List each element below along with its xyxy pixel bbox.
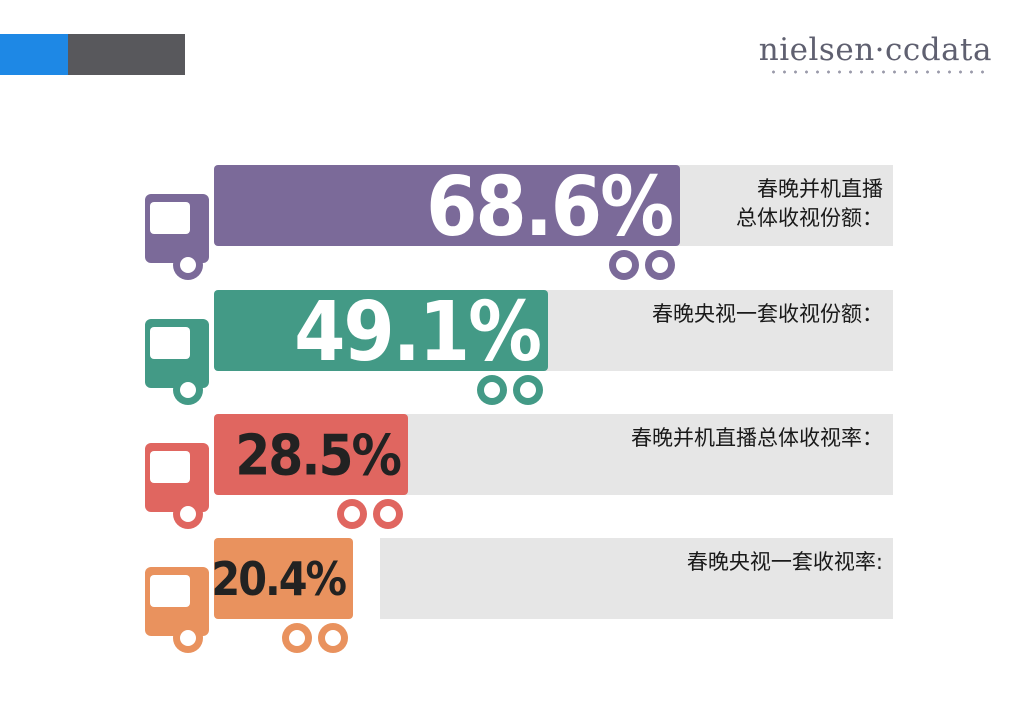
category-label: 春晚并机直播 (757, 177, 883, 201)
value-label: 49.1% (294, 285, 540, 380)
value-label: 20.4% (211, 552, 346, 606)
truck-row-3: 28.5% 春晚并机直播总体收视率： (145, 414, 893, 529)
truck-cab-window (150, 575, 190, 607)
truck-cab-window (150, 451, 190, 483)
truck-rear-wheel-1-hub (344, 506, 360, 522)
truck-cab-window (150, 327, 190, 359)
truck-front-wheel-hub (180, 382, 196, 398)
value-label: 68.6% (426, 160, 672, 255)
truck-rear-wheel-2-hub (380, 506, 396, 522)
truck-rear-wheel-2-hub (520, 382, 536, 398)
value-label: 28.5% (235, 424, 400, 489)
bar-track (380, 538, 893, 619)
truck-front-wheel-hub (180, 257, 196, 273)
bar (214, 165, 680, 246)
category-label: 总体收视份额： (736, 206, 883, 230)
truck-rear-wheel-1-hub (289, 630, 305, 646)
truck-rear-wheel-1-hub (616, 257, 632, 273)
bar (214, 290, 548, 371)
truck-rear-wheel-2-hub (652, 257, 668, 273)
bar-track (380, 414, 893, 495)
truck-cab-window (150, 202, 190, 234)
bar (214, 414, 408, 495)
truck-rear-wheel-2-hub (325, 630, 341, 646)
nielsen-ccdata-logo: nielsen·ccdata (758, 32, 1000, 80)
logo-wordmark: nielsen·ccdata (758, 32, 992, 68)
header-accent-gray-bar (68, 34, 185, 75)
truck-front-wheel-hub (180, 506, 196, 522)
truck-rear-wheel-1-hub (484, 382, 500, 398)
header-accent-blue-bar (0, 34, 68, 75)
truck-row-2: 49.1% 春晚央视一套收视份额： (145, 285, 893, 405)
category-label: 春晚并机直播总体收视率： (631, 426, 883, 450)
bar (214, 538, 353, 619)
logo-dotted-underline (768, 70, 990, 74)
truck-front-wheel-hub (180, 630, 196, 646)
truck-row-4: 20.4% 春晚央视一套收视率: (145, 538, 893, 653)
category-label: 春晚央视一套收视率: (687, 550, 883, 574)
category-label: 春晚央视一套收视份额： (652, 302, 883, 326)
